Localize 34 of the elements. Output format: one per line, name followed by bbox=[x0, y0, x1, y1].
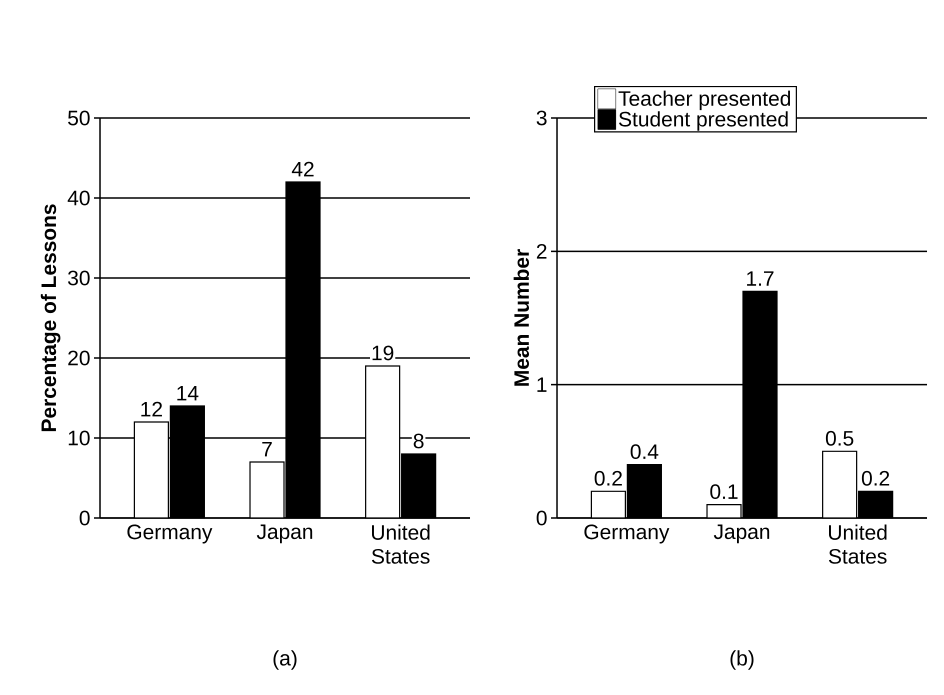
y-tick-label: 3 bbox=[536, 110, 547, 126]
y-tick-label: 1 bbox=[537, 377, 546, 392]
data-label: 1.7 bbox=[747, 271, 774, 286]
y-tick-label: 0 bbox=[80, 510, 90, 526]
data-label: 0.2 bbox=[594, 470, 622, 486]
legend-label: Teacher presented bbox=[618, 90, 790, 110]
y-tick-label: 50 bbox=[68, 110, 90, 126]
data-label: 0.2 bbox=[862, 470, 890, 486]
data-label: 42 bbox=[292, 162, 314, 176]
data-label: 12 bbox=[141, 402, 162, 416]
y-tick-label: 30 bbox=[68, 270, 90, 286]
x-tick-label: United States bbox=[372, 524, 430, 564]
x-tick-label: Japan bbox=[714, 524, 770, 544]
x-tick-label: Germany bbox=[127, 524, 212, 544]
y-tick-label: 0 bbox=[536, 510, 547, 526]
data-label: 8 bbox=[414, 434, 424, 448]
y-tick-label: 10 bbox=[68, 430, 90, 446]
data-label: 0.4 bbox=[630, 444, 658, 460]
x-tick-label: Japan bbox=[256, 524, 312, 544]
data-label: 14 bbox=[177, 386, 198, 400]
y-tick-label: 2 bbox=[536, 244, 546, 259]
data-label: 19 bbox=[372, 346, 394, 360]
y-axis-title: Percentage of Lessons bbox=[40, 204, 60, 432]
text: (b) bbox=[730, 650, 754, 670]
text: (a) bbox=[274, 650, 296, 670]
data-label: 0.5 bbox=[826, 430, 854, 446]
data-label: 7 bbox=[262, 442, 272, 456]
y-tick-label: 20 bbox=[68, 350, 90, 366]
data-label: 0.1 bbox=[710, 484, 738, 500]
y-axis-title: Mean Number bbox=[514, 249, 530, 386]
legend-label: Student presented bbox=[619, 111, 788, 131]
x-tick-label: Germany bbox=[584, 524, 670, 544]
x-tick-label: United States bbox=[828, 524, 887, 564]
y-tick-label: 40 bbox=[68, 190, 90, 206]
